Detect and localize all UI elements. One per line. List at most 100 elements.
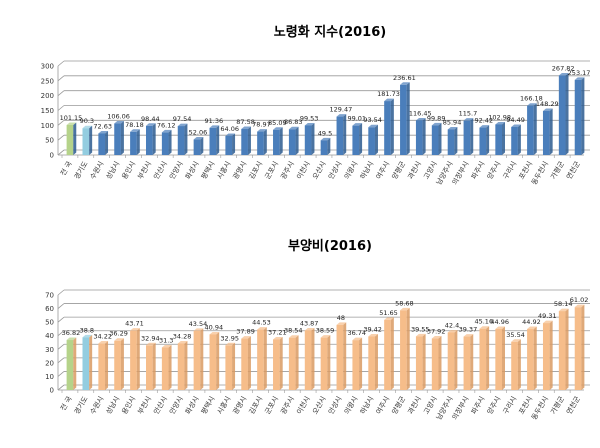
bar-top: [384, 98, 394, 102]
bar-top: [288, 335, 299, 338]
bar-front: [368, 336, 375, 390]
data-label: 32.95: [220, 334, 239, 342]
bar-side: [517, 339, 521, 390]
bar-top: [209, 331, 220, 335]
bar: [209, 331, 220, 390]
bar-front: [320, 337, 328, 390]
data-label: 36.74: [347, 329, 366, 337]
bar-front: [66, 124, 74, 155]
x-tick-label: 광주시: [279, 160, 296, 181]
x-tick-label: 여주시: [374, 395, 391, 416]
x-tick-label: 과천시: [406, 160, 423, 181]
data-label: 236.61: [393, 74, 416, 82]
bar: [463, 334, 474, 390]
y-tick-label: 100: [41, 122, 54, 130]
x-tick-label: 이천시: [294, 395, 311, 416]
bar-top: [368, 124, 378, 128]
bar-side: [136, 328, 140, 390]
bar: [447, 329, 458, 390]
bar: [288, 335, 299, 390]
bar-top: [542, 320, 553, 324]
data-label: 76.12: [157, 121, 176, 129]
data-label: 43.54: [189, 320, 208, 328]
bar-top: [368, 334, 378, 337]
bar: [145, 342, 156, 390]
gridline-depth: [57, 134, 65, 141]
data-label: 37.89: [236, 328, 255, 336]
data-label: 86.83: [284, 118, 303, 126]
bar-side: [105, 130, 109, 155]
bar: [130, 129, 140, 155]
gridline-depth: [57, 120, 65, 126]
data-label: 36.82: [62, 329, 81, 337]
data-label: 85.09: [268, 119, 287, 127]
bar-side: [327, 335, 331, 390]
data-label: 129.47: [330, 106, 353, 114]
bar: [558, 73, 569, 155]
data-label: 102.98: [488, 113, 511, 121]
bar-top: [257, 327, 267, 330]
data-label: 85.94: [443, 119, 462, 127]
bar-front: [320, 140, 328, 155]
bar-top: [66, 337, 77, 341]
bar-top: [479, 125, 490, 128]
x-tick-label: 안양시: [167, 395, 184, 416]
bar: [273, 127, 283, 155]
data-label: 99.01: [347, 115, 366, 123]
x-tick-label: 구리시: [501, 160, 518, 181]
bar-top: [288, 126, 299, 130]
bar-top: [352, 123, 363, 126]
bar-top: [495, 121, 506, 125]
bar-front: [225, 135, 233, 155]
bar-top: [304, 122, 315, 126]
bar-top: [336, 322, 347, 325]
bar-top: [114, 338, 124, 341]
data-label: 97.54: [173, 115, 192, 123]
bar: [225, 133, 236, 155]
bar-front: [98, 343, 106, 390]
bar-top: [558, 73, 569, 76]
x-tick-label: 안양시: [167, 160, 184, 181]
y-tick-label: 50: [45, 319, 54, 327]
bar: [511, 124, 521, 155]
bar-front: [288, 337, 296, 390]
bar: [98, 341, 109, 390]
bar-side: [232, 133, 236, 155]
bar-top: [574, 77, 585, 80]
bar: [209, 125, 220, 155]
bar-front: [415, 336, 423, 390]
x-tick-label: 포천시: [517, 160, 534, 181]
bar: [574, 77, 585, 155]
bar-side: [343, 114, 347, 155]
x-tick-label: 경기도: [72, 159, 90, 181]
y-tick-label: 200: [41, 92, 54, 100]
bar-side: [120, 121, 124, 155]
bar-top: [273, 127, 283, 130]
bar-front: [241, 129, 248, 155]
bar: [527, 103, 537, 155]
chart-2: 부양비(2016) 0 10 20 30 40 50 60 70 36.82 전 국 38.8 경기도 3…: [45, 239, 590, 421]
bar-side: [549, 108, 553, 155]
bar-top: [320, 335, 331, 338]
bar-top: [241, 126, 251, 130]
x-tick-label: 가평군: [548, 394, 566, 416]
bar-side: [73, 337, 77, 390]
bar-front: [209, 127, 217, 155]
data-label: 38.54: [284, 327, 303, 335]
bar-front: [177, 343, 185, 390]
gridline-depth: [57, 357, 65, 364]
bar-top: [527, 103, 537, 106]
bar-side: [247, 126, 251, 155]
bar: [193, 137, 204, 155]
bar: [177, 340, 188, 390]
x-tick-label: 포천시: [517, 395, 534, 416]
bar-front: [495, 124, 503, 155]
bar: [558, 308, 569, 390]
bar-side: [359, 123, 363, 155]
bar: [161, 345, 172, 390]
bar-side: [343, 322, 347, 390]
x-tick-label: 여주시: [374, 160, 391, 181]
bar-side: [565, 308, 569, 390]
bar: [400, 82, 410, 155]
